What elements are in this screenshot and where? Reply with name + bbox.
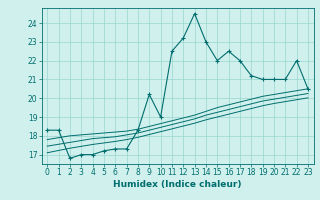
X-axis label: Humidex (Indice chaleur): Humidex (Indice chaleur) — [113, 180, 242, 189]
